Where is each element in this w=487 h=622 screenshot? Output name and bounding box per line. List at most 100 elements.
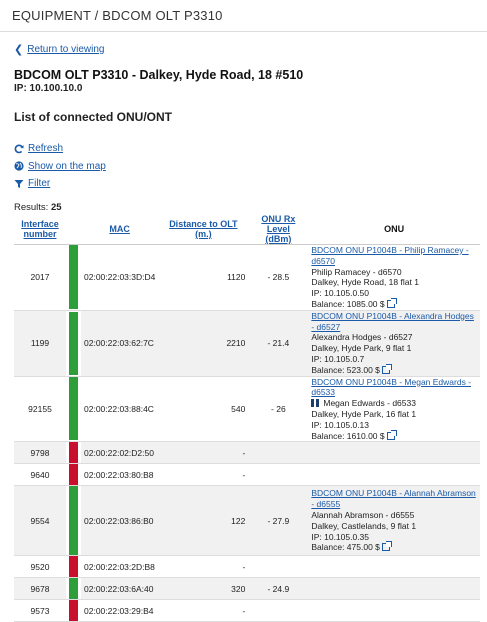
status-indicator xyxy=(66,441,81,465)
header-rx-level[interactable]: ONU Rx Level (dBm) xyxy=(248,214,309,245)
mac-address: 02:00:22:03:29:B4 xyxy=(81,599,159,622)
onu-address: Dalkey, Castlelands, 9 flat 1 xyxy=(311,520,417,531)
onu-info: BDCOM ONU P1004B - Megan Edwards - d6533… xyxy=(308,376,480,443)
refresh-label[interactable]: Refresh xyxy=(28,143,64,155)
onu-info: BDCOM ONU P1004B - Alexandra Hodges - d6… xyxy=(308,310,480,377)
table-row: 9640 02:00:22:03:80:B8- xyxy=(14,463,480,487)
breadcrumb: EQUIPMENT / BDCOM OLT P3310 xyxy=(0,0,487,32)
mac-address: 02:00:22:03:3D:D4 xyxy=(81,244,159,311)
distance: - xyxy=(158,463,249,487)
interface-number: 92155 xyxy=(14,376,66,443)
mac-address: 02:00:22:03:2D:B8 xyxy=(81,555,159,579)
onu-ip: IP: 10.105.0.35 xyxy=(311,531,370,542)
globe-icon xyxy=(14,161,24,171)
device-ip: IP: 10.100.10.0 xyxy=(14,83,83,94)
signal-bars-icon xyxy=(311,399,320,408)
onu-link[interactable]: BDCOM ONU P1004B - Alexandra Hodges - d6… xyxy=(311,310,474,332)
rx-level: - 28.5 xyxy=(248,244,309,311)
filter-icon xyxy=(14,179,24,188)
onu-ip: IP: 10.105.0.7 xyxy=(311,353,365,364)
table-row: 92155 02:00:22:03:88:4C 540- 26 BDCOM ONU P… xyxy=(14,376,480,443)
onu-info xyxy=(308,441,480,465)
table-row: 2017 02:00:22:03:3D:D4 1120- 28.5 BDCOM ONU… xyxy=(14,244,480,311)
status-indicator xyxy=(66,555,81,579)
distance: 122 xyxy=(158,485,249,557)
onu-table: Interface number MAC Distance to OLT (m.)… xyxy=(14,214,480,622)
status-indicator xyxy=(66,463,81,487)
interface-number: 9678 xyxy=(14,577,66,601)
header-mac[interactable]: MAC xyxy=(81,214,159,245)
onu-info: BDCOM ONU P1004B - Alannah Abramson - d6… xyxy=(308,485,480,557)
onu-link[interactable]: BDCOM ONU P1004B - Alannah Abramson - d6… xyxy=(311,488,476,510)
onu-address: Dalkey, Hyde Road, 18 flat 1 xyxy=(311,277,419,288)
status-indicator xyxy=(66,244,81,311)
onu-subscriber: Alannah Abramson - d6555 xyxy=(311,510,415,521)
interface-number: 9573 xyxy=(14,599,66,622)
mac-address: 02:00:22:03:88:4C xyxy=(81,376,159,443)
header-status xyxy=(66,214,81,245)
status-indicator xyxy=(66,599,81,622)
header-onu: ONU xyxy=(308,214,480,245)
external-link-icon[interactable] xyxy=(386,429,397,440)
rx-level: - 27.9 xyxy=(248,485,309,557)
filter-label[interactable]: Filter xyxy=(28,178,51,190)
external-link-icon[interactable] xyxy=(386,297,397,308)
distance: 2210 xyxy=(158,310,249,377)
onu-address: Dalkey, Hyde Park, 16 flat 1 xyxy=(311,408,417,419)
status-indicator xyxy=(66,310,81,377)
table-row: 1199 02:00:22:03:62:7C 2210- 21.4 BDCOM ONU… xyxy=(14,310,480,377)
return-link[interactable]: ❮ Return to viewing xyxy=(14,43,473,56)
onu-subscriber: Philip Ramacey - d6570 xyxy=(311,266,402,277)
onu-info xyxy=(308,555,480,579)
table-row: 9678 02:00:22:03:6A:40 320- 24.9 xyxy=(14,577,480,601)
onu-ip: IP: 10.105.0.13 xyxy=(311,419,370,430)
rx-level xyxy=(248,463,309,487)
onu-balance: Balance: 523.00 $ xyxy=(311,364,380,375)
rx-level: - 21.4 xyxy=(248,310,309,377)
distance: 1120 xyxy=(158,244,249,311)
onu-ip: IP: 10.105.0.50 xyxy=(311,288,370,299)
mac-address: 02:00:22:02:D2:50 xyxy=(81,441,159,465)
return-link-label[interactable]: Return to viewing xyxy=(27,44,105,55)
onu-link[interactable]: BDCOM ONU P1004B - Megan Edwards - d6533 xyxy=(311,376,472,398)
mac-address: 02:00:22:03:86:B0 xyxy=(81,485,159,557)
external-link-icon[interactable] xyxy=(381,363,392,374)
mac-address: 02:00:22:03:62:7C xyxy=(81,310,159,377)
interface-number: 9640 xyxy=(14,463,66,487)
status-indicator xyxy=(66,376,81,443)
results-count: Results: 25 xyxy=(14,201,62,213)
onu-subscriber: Megan Edwards - d6533 xyxy=(323,398,416,409)
status-indicator xyxy=(66,577,81,601)
table-row: 9798 02:00:22:02:D2:50- xyxy=(14,441,480,465)
table-row: 9554 02:00:22:03:86:B0 122- 27.9 BDCOM ONU … xyxy=(14,485,480,557)
distance: - xyxy=(158,599,249,622)
onu-info xyxy=(308,463,480,487)
filter-button[interactable]: Filter xyxy=(14,175,473,193)
rx-level: - 24.9 xyxy=(248,577,309,601)
rx-level xyxy=(248,441,309,465)
chevron-left-icon: ❮ xyxy=(14,44,24,56)
status-indicator xyxy=(66,485,81,557)
onu-balance: Balance: 475.00 $ xyxy=(311,542,380,553)
rx-level: - 26 xyxy=(248,376,309,443)
header-interface[interactable]: Interface number xyxy=(14,214,66,245)
show-map-label[interactable]: Show on the map xyxy=(28,160,106,172)
onu-info xyxy=(308,599,480,622)
distance: - xyxy=(158,441,249,465)
refresh-button[interactable]: Refresh xyxy=(14,140,473,158)
onu-link[interactable]: BDCOM ONU P1004B - Philip Ramacey - d657… xyxy=(311,245,469,266)
table-header: Interface number MAC Distance to OLT (m.)… xyxy=(14,214,480,245)
mac-address: 02:00:22:03:6A:40 xyxy=(81,577,159,601)
interface-number: 2017 xyxy=(14,244,66,311)
onu-subscriber: Alexandra Hodges - d6527 xyxy=(311,332,413,343)
interface-number: 1199 xyxy=(14,310,66,377)
onu-balance: Balance: 1085.00 $ xyxy=(311,298,385,309)
section-title: List of connected ONU/ONT xyxy=(14,110,173,124)
external-link-icon[interactable] xyxy=(381,541,392,552)
interface-number: 9554 xyxy=(14,485,66,557)
interface-number: 9520 xyxy=(14,555,66,579)
header-distance[interactable]: Distance to OLT (m.) xyxy=(158,214,249,245)
distance: 540 xyxy=(158,376,249,443)
show-map-button[interactable]: Show on the map xyxy=(14,158,473,176)
interface-number: 9798 xyxy=(14,441,66,465)
